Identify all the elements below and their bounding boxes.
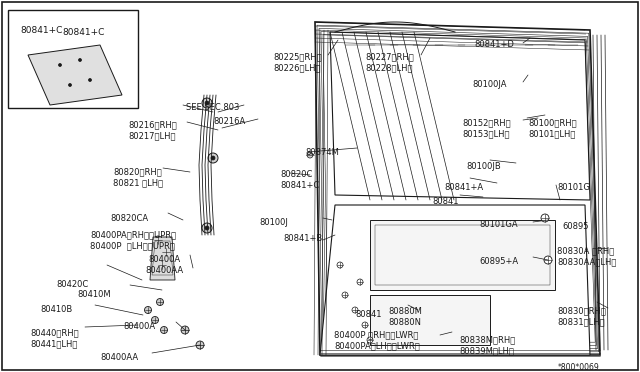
Circle shape [337,262,343,268]
Circle shape [362,322,368,328]
Circle shape [158,261,166,269]
Circle shape [208,153,218,163]
Text: 80400A: 80400A [123,322,155,331]
Text: 80880M: 80880M [388,307,422,316]
Circle shape [202,98,212,108]
Text: 80101G: 80101G [557,183,590,192]
Circle shape [196,341,204,349]
Circle shape [205,226,209,230]
Text: 80830A 〈RH〉: 80830A 〈RH〉 [557,246,614,255]
Circle shape [541,214,549,222]
Text: 80841+A: 80841+A [444,183,483,192]
Circle shape [88,78,92,81]
Text: 80841+D: 80841+D [474,40,514,49]
Polygon shape [370,220,555,290]
Text: 60895+A: 60895+A [479,257,518,266]
Polygon shape [320,205,590,355]
Text: 80841: 80841 [432,197,458,206]
Text: 80400A: 80400A [148,255,180,264]
Text: 80420C: 80420C [56,280,88,289]
Text: 80441〈LH〉: 80441〈LH〉 [30,339,77,348]
Text: 80841+B: 80841+B [283,234,323,243]
Text: 80821 〈LH〉: 80821 〈LH〉 [113,178,163,187]
Text: 80874M: 80874M [305,148,339,157]
Text: 80440〈RH〉: 80440〈RH〉 [30,328,79,337]
Text: 80820C: 80820C [280,170,312,179]
Text: 80225〈RH〉: 80225〈RH〉 [273,52,322,61]
Text: 80100J: 80100J [259,218,288,227]
Text: 80101GA: 80101GA [479,220,518,229]
Text: 80841+C: 80841+C [20,26,62,35]
Text: 80400AA: 80400AA [100,353,138,362]
Text: 80216〈RH〉: 80216〈RH〉 [128,120,177,129]
Text: SEE SEC.803: SEE SEC.803 [186,103,239,112]
Text: 80410B: 80410B [40,305,72,314]
Circle shape [544,256,552,264]
Circle shape [152,317,159,324]
Text: 80820〈RH〉: 80820〈RH〉 [113,167,162,176]
Circle shape [145,307,152,314]
Text: 80226〈LH〉: 80226〈LH〉 [273,63,321,72]
Text: 80839M〈LH〉: 80839M〈LH〉 [459,346,514,355]
Text: 80880N: 80880N [388,318,421,327]
Text: 80830〈RH〉: 80830〈RH〉 [557,306,606,315]
Text: 80400PA〈LH〉〈LWR〉: 80400PA〈LH〉〈LWR〉 [334,341,420,350]
Text: 80216A: 80216A [213,117,245,126]
Circle shape [58,64,61,67]
Text: 80400P 〈RH〉〈LWR〉: 80400P 〈RH〉〈LWR〉 [334,330,419,339]
Text: 80400PA〈RH〉〈UPR〉: 80400PA〈RH〉〈UPR〉 [90,230,176,239]
Text: 60895: 60895 [562,222,589,231]
Text: 80101〈LH〉: 80101〈LH〉 [528,129,575,138]
Text: 80100JB: 80100JB [466,162,500,171]
Polygon shape [370,295,490,345]
Circle shape [205,101,209,105]
Circle shape [307,152,313,158]
Circle shape [157,298,163,305]
Polygon shape [150,237,175,280]
Polygon shape [8,10,138,108]
Text: 80400P  〈LH〉〈UPR〉: 80400P 〈LH〉〈UPR〉 [90,241,175,250]
Text: 80841+C: 80841+C [62,28,104,37]
Text: 80841+C: 80841+C [280,181,319,190]
Circle shape [162,248,170,256]
Circle shape [357,279,363,285]
Text: 80228〈LH〉: 80228〈LH〉 [365,63,413,72]
Circle shape [211,156,215,160]
Text: 80841: 80841 [355,310,381,319]
Text: 80100〈RH〉: 80100〈RH〉 [528,118,577,127]
Text: 80838M〈RH〉: 80838M〈RH〉 [459,335,515,344]
Polygon shape [28,45,122,105]
Text: *800*0069: *800*0069 [558,363,600,372]
Text: 80152〈RH〉: 80152〈RH〉 [462,118,511,127]
Circle shape [202,223,212,233]
Text: 80410M: 80410M [77,290,111,299]
Circle shape [342,292,348,298]
Text: 80100JA: 80100JA [472,80,506,89]
Text: 80831〈LH〉: 80831〈LH〉 [557,317,605,326]
Text: 80217〈LH〉: 80217〈LH〉 [128,131,175,140]
Circle shape [181,326,189,334]
Text: 80227〈RH〉: 80227〈RH〉 [365,52,413,61]
Text: 80153〈LH〉: 80153〈LH〉 [462,129,509,138]
Circle shape [161,327,168,334]
Polygon shape [315,22,600,355]
Text: 80400AA: 80400AA [145,266,183,275]
Circle shape [68,83,72,87]
Text: 80830AA〈LH〉: 80830AA〈LH〉 [557,257,616,266]
Circle shape [352,307,358,313]
Text: 80820CA: 80820CA [110,214,148,223]
Circle shape [367,337,373,343]
Circle shape [154,236,162,244]
Circle shape [79,58,81,61]
